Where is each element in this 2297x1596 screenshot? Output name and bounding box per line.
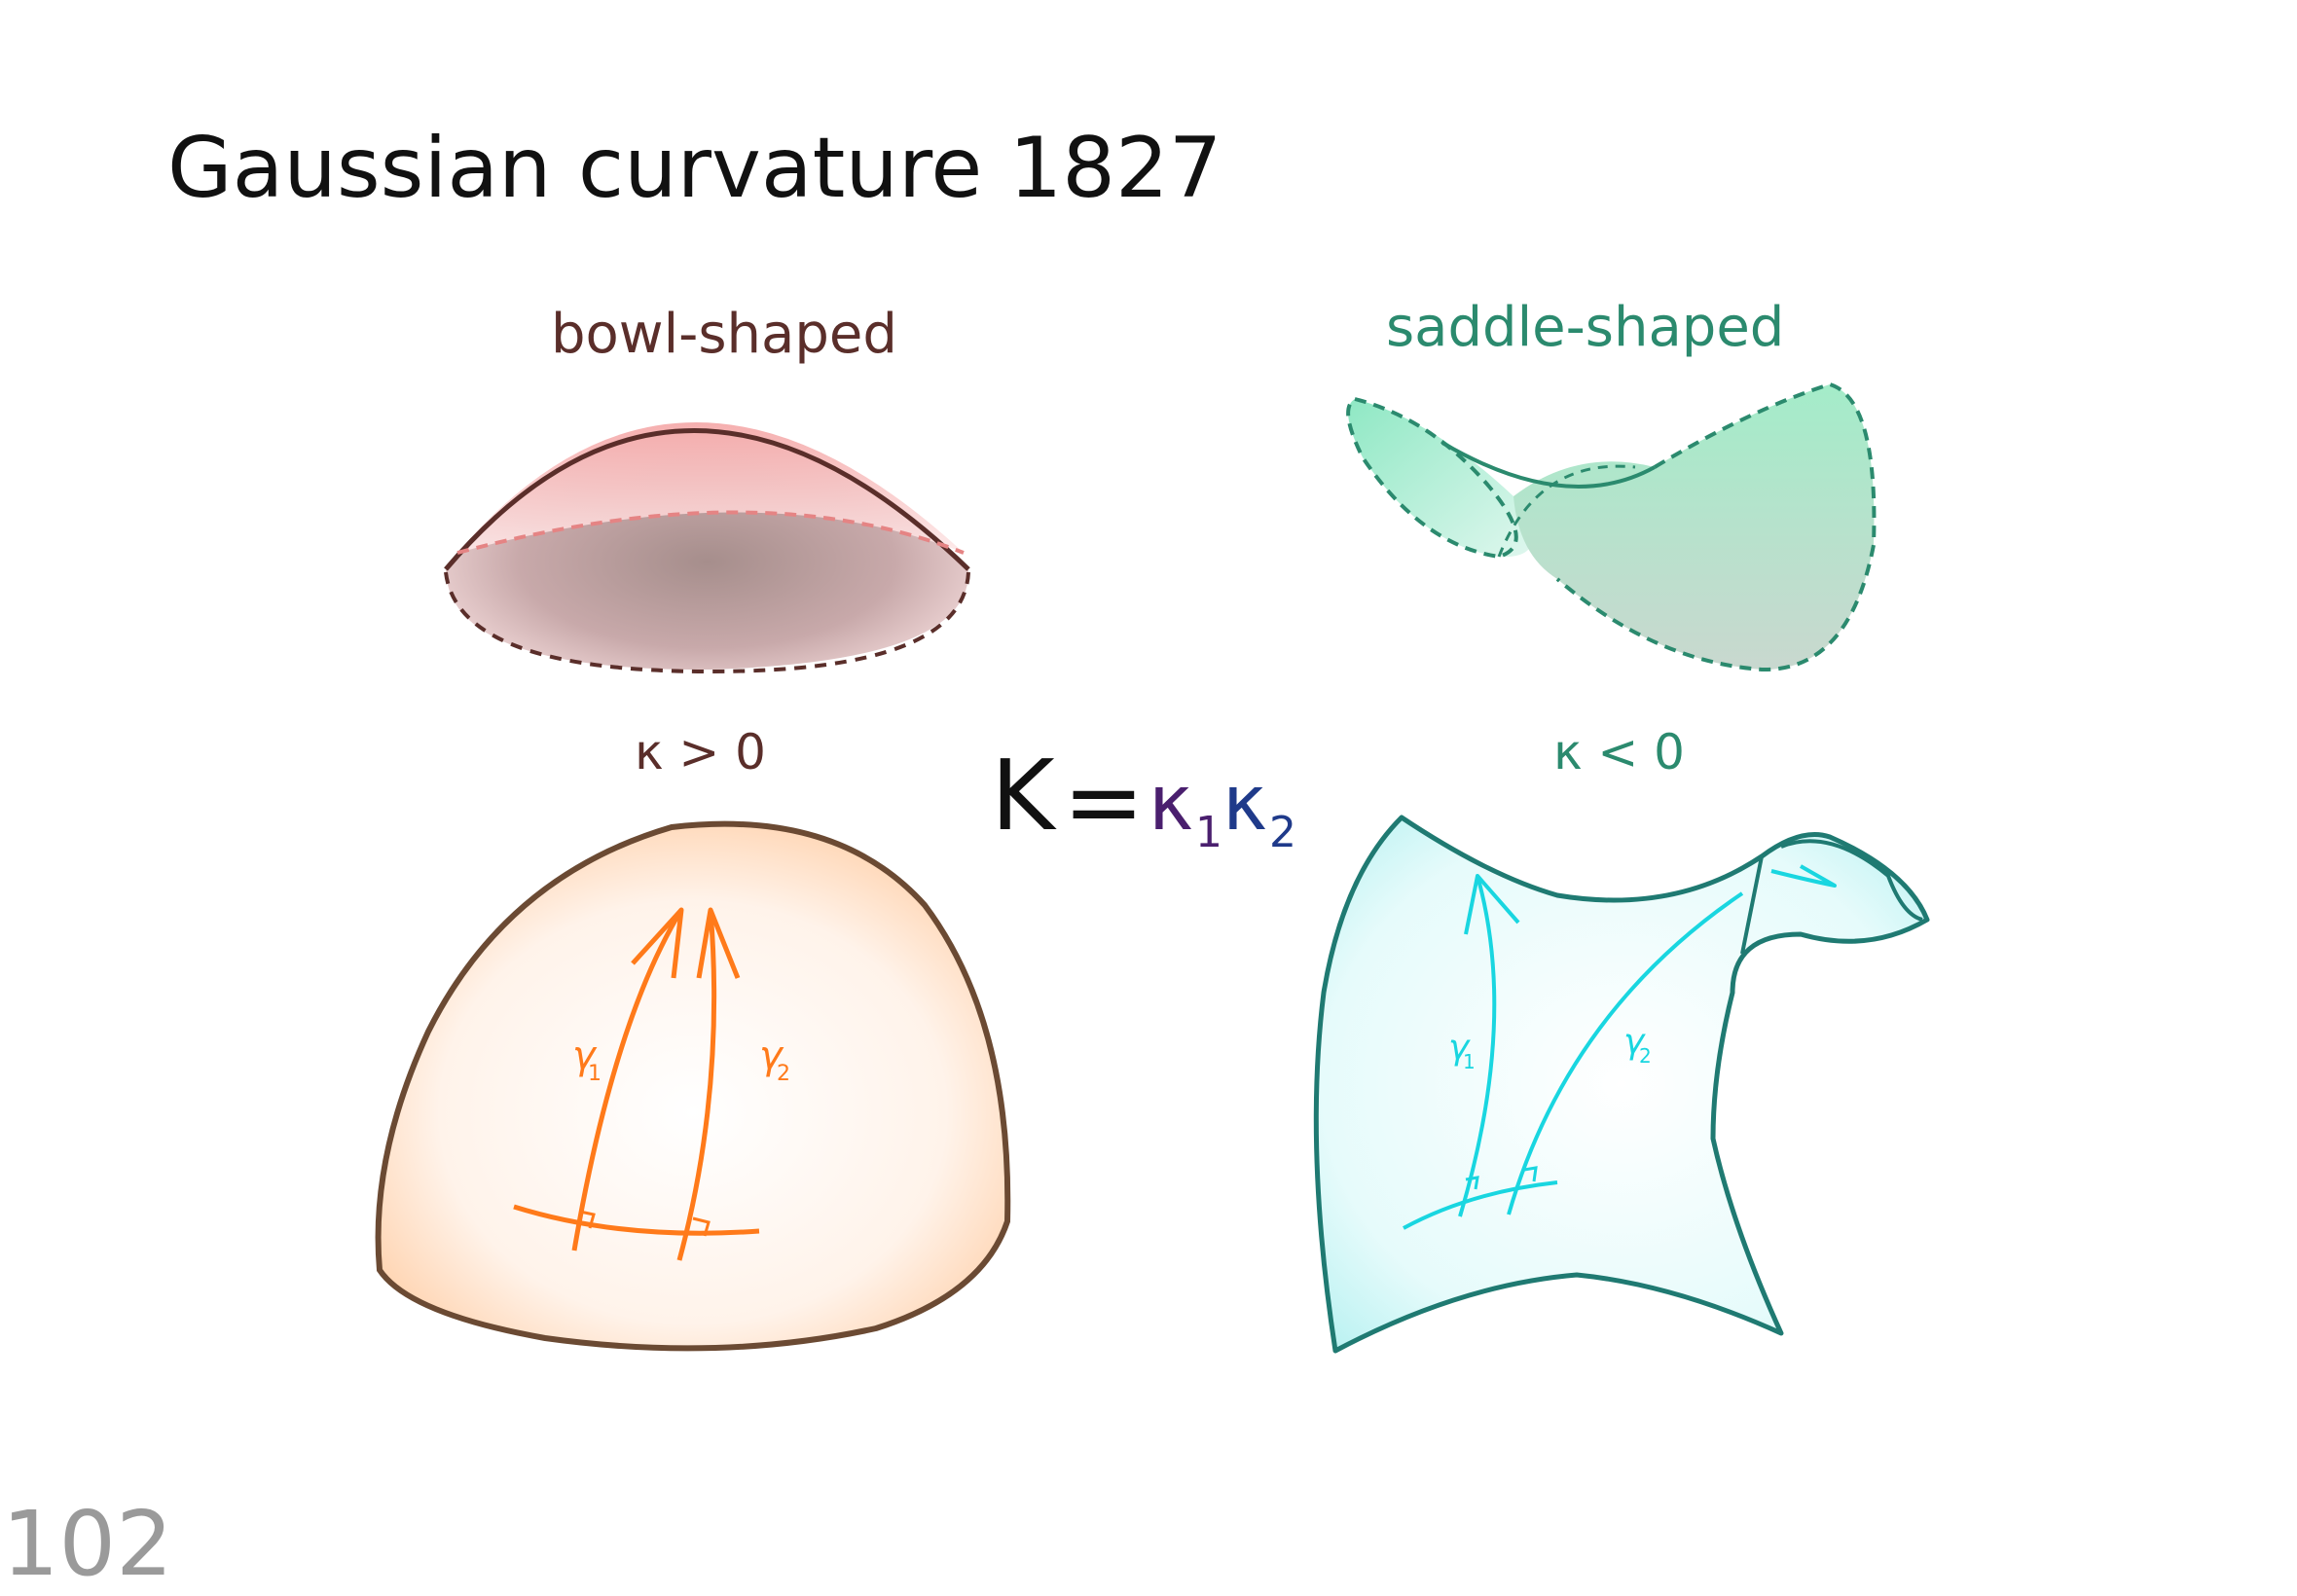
bowl-bottom-dashed <box>444 571 970 674</box>
bowl-rim-dashed <box>456 510 965 555</box>
sheet-geodesic-2-arrow <box>1770 864 1837 888</box>
formula-k1: κ <box>1148 760 1193 848</box>
bowl-rim-solid <box>444 428 970 571</box>
sheet-geodesics <box>1403 864 1837 1230</box>
dome-gamma-2-sub: 2 <box>777 1062 790 1086</box>
sheet-surface <box>1313 815 1930 1354</box>
gauss-formula: K = κ 1 κ 2 <box>991 739 1296 858</box>
dome-geodesic-2-arrow <box>696 907 741 979</box>
dome-right-angle-1 <box>579 1210 596 1229</box>
dome-gamma-2: γ <box>759 1034 784 1078</box>
saddle-surface <box>1346 381 1877 672</box>
dome-right-angle-2 <box>692 1216 711 1237</box>
sheet-gamma-2: γ <box>1623 1022 1646 1062</box>
saddle-label: saddle-shaped <box>1386 296 1784 359</box>
saddle-sign: κ < 0 <box>1553 724 1685 780</box>
sheet-right-angle-2 <box>1523 1166 1538 1182</box>
formula-k2-sub: 2 <box>1269 808 1296 857</box>
dome-geodesic-1-arrow <box>631 907 684 979</box>
sheet-gamma-2-sub: 2 <box>1639 1044 1652 1068</box>
sheet-fold <box>1740 855 1764 955</box>
bowl-surface <box>444 422 970 674</box>
dome-gamma-1-sub: 1 <box>588 1062 602 1086</box>
dome-geodesic-1 <box>571 908 684 1251</box>
page-title: Gaussian curvature 1827 <box>167 120 1221 217</box>
sheet-flap <box>1780 839 1923 922</box>
sheet-transversal-curve <box>1403 1180 1558 1230</box>
formula-k1-sub: 1 <box>1195 808 1222 857</box>
sheet-geodesic-1-arrow <box>1464 874 1520 935</box>
formula-K: K <box>991 739 1057 852</box>
dome-geodesic-2 <box>676 909 717 1261</box>
formula-equals: = <box>1063 744 1145 858</box>
dome-transversal-curve <box>513 1204 760 1236</box>
dome-surface <box>375 820 1011 1352</box>
sheet-geodesic-2 <box>1507 891 1744 1215</box>
sheet-geodesic-1 <box>1458 875 1497 1217</box>
bowl-sign: κ > 0 <box>635 724 766 780</box>
page-number: 102 <box>2 1492 173 1596</box>
sheet-right-angle-1 <box>1465 1176 1479 1190</box>
sheet-gamma-1-sub: 1 <box>1463 1050 1476 1073</box>
dome-gamma-1: γ <box>572 1034 598 1078</box>
formula-k2: κ <box>1222 760 1267 848</box>
sheet-gamma-1: γ <box>1448 1028 1471 1068</box>
bowl-label: bowl-shaped <box>551 303 897 366</box>
dome-geodesics <box>513 907 760 1261</box>
